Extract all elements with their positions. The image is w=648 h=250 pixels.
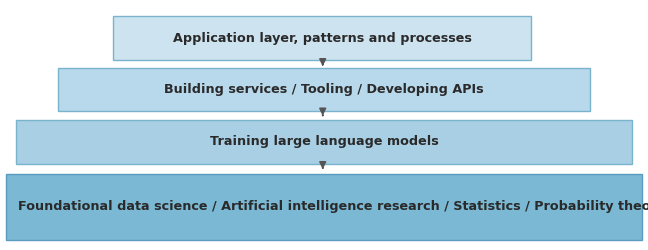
Text: Training large language models: Training large language models	[209, 136, 439, 148]
FancyBboxPatch shape	[58, 68, 590, 111]
Text: Application layer, patterns and processes: Application layer, patterns and processe…	[173, 32, 472, 44]
Text: Foundational data science / Artificial intelligence research / Statistics / Prob: Foundational data science / Artificial i…	[18, 200, 648, 213]
Text: Building services / Tooling / Developing APIs: Building services / Tooling / Developing…	[164, 83, 484, 96]
FancyBboxPatch shape	[113, 16, 531, 60]
FancyBboxPatch shape	[16, 120, 632, 164]
FancyBboxPatch shape	[6, 174, 642, 240]
